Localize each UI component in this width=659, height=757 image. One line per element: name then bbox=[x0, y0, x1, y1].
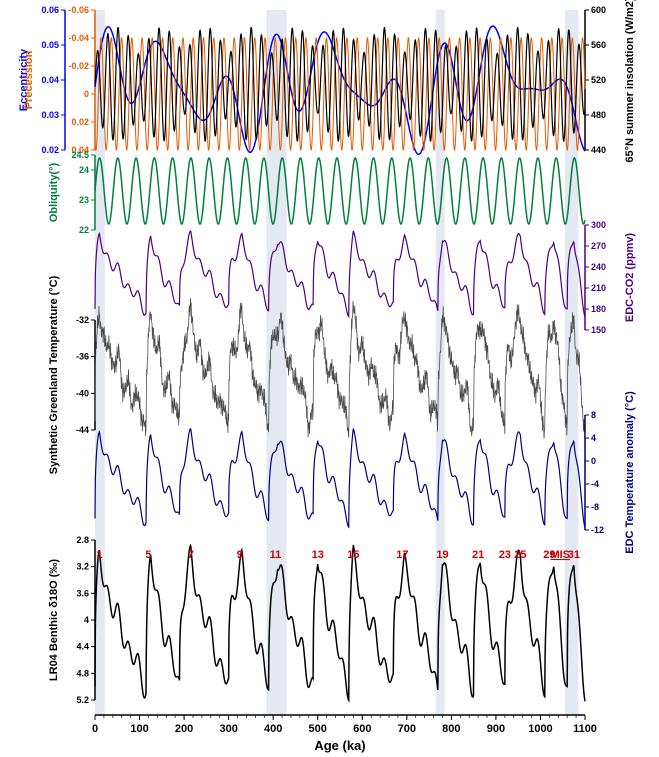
svg-text:Obliquity(°): Obliquity(°) bbox=[48, 162, 60, 222]
svg-text:Age (ka): Age (ka) bbox=[314, 738, 365, 753]
svg-text:520: 520 bbox=[591, 75, 606, 85]
svg-text:600: 600 bbox=[353, 723, 371, 735]
svg-text:4.8: 4.8 bbox=[76, 668, 89, 678]
svg-text:5: 5 bbox=[145, 549, 151, 561]
svg-text:9: 9 bbox=[237, 549, 243, 561]
svg-text:0.06: 0.06 bbox=[41, 5, 59, 15]
svg-text:200: 200 bbox=[175, 723, 193, 735]
svg-text:560: 560 bbox=[591, 40, 606, 50]
svg-text:1100: 1100 bbox=[573, 723, 597, 735]
svg-text:0.02: 0.02 bbox=[41, 145, 59, 155]
svg-text:270: 270 bbox=[591, 241, 606, 251]
svg-text:Synthetic Greenland Temperatur: Synthetic Greenland Temperature (°C) bbox=[48, 275, 60, 474]
svg-text:24: 24 bbox=[79, 165, 89, 175]
svg-text:0.05: 0.05 bbox=[41, 40, 59, 50]
svg-text:LR04 Benthic δ18O (‰): LR04 Benthic δ18O (‰) bbox=[48, 559, 60, 682]
svg-text:17: 17 bbox=[396, 549, 408, 561]
svg-text:-40: -40 bbox=[76, 388, 89, 398]
svg-text:2.8: 2.8 bbox=[76, 535, 89, 545]
svg-text:-0.02: -0.02 bbox=[68, 61, 89, 71]
svg-text:440: 440 bbox=[591, 145, 606, 155]
svg-text:EDC-CO2 (ppmv): EDC-CO2 (ppmv) bbox=[624, 233, 636, 323]
svg-text:11: 11 bbox=[270, 549, 282, 561]
svg-text:MIS: MIS bbox=[550, 549, 570, 561]
svg-text:4: 4 bbox=[84, 615, 89, 625]
svg-text:0.03: 0.03 bbox=[41, 110, 59, 120]
svg-text:19: 19 bbox=[436, 549, 448, 561]
svg-text:240: 240 bbox=[591, 262, 606, 272]
svg-text:-0.04: -0.04 bbox=[68, 33, 89, 43]
svg-text:0.02: 0.02 bbox=[71, 117, 89, 127]
svg-text:180: 180 bbox=[591, 304, 606, 314]
svg-text:-8: -8 bbox=[591, 502, 599, 512]
svg-text:-32: -32 bbox=[76, 315, 89, 325]
paleoclimate-chart: 0.020.030.040.050.06Eccentricity0.040.02… bbox=[0, 0, 659, 757]
svg-text:150: 150 bbox=[591, 325, 606, 335]
svg-text:5.2: 5.2 bbox=[76, 695, 89, 705]
svg-text:0: 0 bbox=[84, 89, 89, 99]
svg-text:900: 900 bbox=[487, 723, 505, 735]
chart-svg: 0.020.030.040.050.06Eccentricity0.040.02… bbox=[0, 0, 659, 757]
svg-text:Precession: Precession bbox=[23, 50, 35, 109]
svg-text:8: 8 bbox=[591, 410, 596, 420]
svg-text:1: 1 bbox=[96, 549, 102, 561]
svg-text:0.04: 0.04 bbox=[41, 75, 59, 85]
svg-text:23: 23 bbox=[79, 195, 89, 205]
svg-text:EDC Temperature anomaly (°C): EDC Temperature anomaly (°C) bbox=[624, 391, 636, 554]
svg-text:4.4: 4.4 bbox=[76, 642, 89, 652]
svg-text:1000: 1000 bbox=[528, 723, 552, 735]
svg-text:4: 4 bbox=[591, 433, 596, 443]
svg-text:480: 480 bbox=[591, 110, 606, 120]
svg-text:100: 100 bbox=[130, 723, 148, 735]
svg-text:15: 15 bbox=[347, 549, 359, 561]
svg-text:7: 7 bbox=[188, 549, 194, 561]
svg-text:400: 400 bbox=[264, 723, 282, 735]
svg-text:700: 700 bbox=[398, 723, 416, 735]
svg-text:500: 500 bbox=[309, 723, 327, 735]
svg-text:-12: -12 bbox=[591, 525, 604, 535]
svg-text:65°N summer insolation (W/m2): 65°N summer insolation (W/m2) bbox=[624, 0, 636, 163]
svg-text:24.5: 24.5 bbox=[71, 150, 89, 160]
svg-text:0: 0 bbox=[92, 723, 98, 735]
svg-text:210: 210 bbox=[591, 283, 606, 293]
svg-text:-44: -44 bbox=[76, 425, 89, 435]
svg-text:800: 800 bbox=[442, 723, 460, 735]
svg-text:3.6: 3.6 bbox=[76, 588, 89, 598]
svg-text:22: 22 bbox=[79, 225, 89, 235]
svg-text:300: 300 bbox=[591, 220, 606, 230]
svg-text:300: 300 bbox=[219, 723, 237, 735]
svg-text:23: 23 bbox=[499, 549, 511, 561]
svg-text:21: 21 bbox=[472, 549, 484, 561]
svg-text:-4: -4 bbox=[591, 479, 599, 489]
svg-text:25: 25 bbox=[514, 549, 526, 561]
svg-text:13: 13 bbox=[312, 549, 324, 561]
svg-text:3.2: 3.2 bbox=[76, 562, 89, 572]
svg-text:600: 600 bbox=[591, 5, 606, 15]
svg-text:-36: -36 bbox=[76, 352, 89, 362]
svg-text:-0.06: -0.06 bbox=[68, 5, 89, 15]
svg-text:0: 0 bbox=[591, 456, 596, 466]
